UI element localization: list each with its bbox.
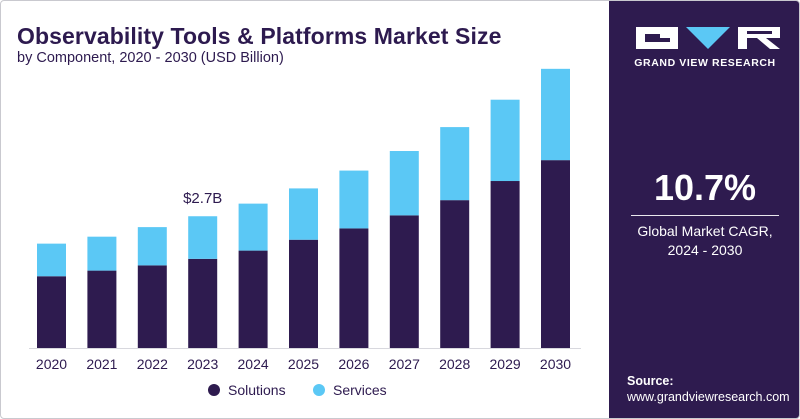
source-title: Source: <box>627 374 674 388</box>
legend-item-services: Services <box>313 382 387 398</box>
x-tick-label-2024: 2024 <box>238 356 269 372</box>
x-tick-label-2030: 2030 <box>540 356 571 372</box>
bar-services-2026 <box>339 170 369 229</box>
cagr-value: 10.7% <box>653 167 757 208</box>
bar-solutions-2030 <box>541 160 570 348</box>
source-link[interactable]: www.grandviewresearch.com <box>627 390 790 404</box>
bar-solutions-2028 <box>440 200 470 348</box>
bar-solutions-2020 <box>37 276 66 348</box>
bar-solutions-2026 <box>339 228 369 348</box>
legend-swatch-services <box>313 384 325 396</box>
x-tick-label-2028: 2028 <box>439 356 470 372</box>
x-tick-label-2026: 2026 <box>338 356 369 372</box>
cagr-label-line2: 2024 - 2030 <box>667 242 743 258</box>
bar-solutions-2023 <box>188 258 218 348</box>
bar-services-2022 <box>137 227 167 266</box>
chart-legend: Solutions Services <box>1 382 601 402</box>
bar-solutions-2022 <box>137 265 167 348</box>
brand-name: GRAND VIEW RESEARCH <box>634 57 776 69</box>
x-tick-label-2020: 2020 <box>36 356 67 372</box>
bar-solutions-2025 <box>289 239 318 348</box>
chart-title: Observability Tools & Platforms Market S… <box>17 23 502 49</box>
data-label-2023: $2.7B <box>183 190 222 207</box>
legend-swatch-solutions <box>208 384 220 396</box>
x-tick-label-2025: 2025 <box>288 356 319 372</box>
bar-solutions-2027 <box>389 215 419 348</box>
bar-chart: 2020 2021 2022 2023 $2.7B 2024 2025 2026 2027 202… <box>29 68 581 372</box>
x-tick-label-2023: 2023 <box>187 356 218 372</box>
bar-solutions-2029 <box>490 181 520 348</box>
bar-services-2029 <box>490 99 520 182</box>
x-tick-label-2027: 2027 <box>389 356 420 372</box>
x-tick-label-2022: 2022 <box>137 356 168 372</box>
x-tick-label-2021: 2021 <box>86 356 117 372</box>
cagr-divider <box>631 215 779 216</box>
bar-services-2030 <box>541 68 570 161</box>
bar-solutions-2021 <box>87 270 117 348</box>
bar-services-2027 <box>389 151 419 216</box>
bar-services-2025 <box>289 188 318 240</box>
legend-label-solutions: Solutions <box>228 382 286 398</box>
bar-services-2021 <box>87 236 117 271</box>
bar-services-2023 <box>188 216 218 259</box>
chart-subtitle: by Component, 2020 - 2030 (USD Billion) <box>17 50 284 66</box>
bar-solutions-2024 <box>238 250 268 348</box>
cagr-label-line1: Global Market CAGR, <box>637 223 773 239</box>
cagr-label: Global Market CAGR, 2024 - 2030 <box>609 222 799 260</box>
sidebar-panel: GRAND VIEW RESEARCH 10.7% Global Market … <box>609 1 799 418</box>
x-tick-label-2029: 2029 <box>490 356 521 372</box>
legend-item-solutions: Solutions <box>208 382 286 398</box>
bar-services-2020 <box>37 243 66 277</box>
legend-label-services: Services <box>333 382 387 398</box>
gvr-logo-icon <box>636 27 780 49</box>
bar-services-2028 <box>440 127 470 201</box>
bar-services-2024 <box>238 203 268 251</box>
